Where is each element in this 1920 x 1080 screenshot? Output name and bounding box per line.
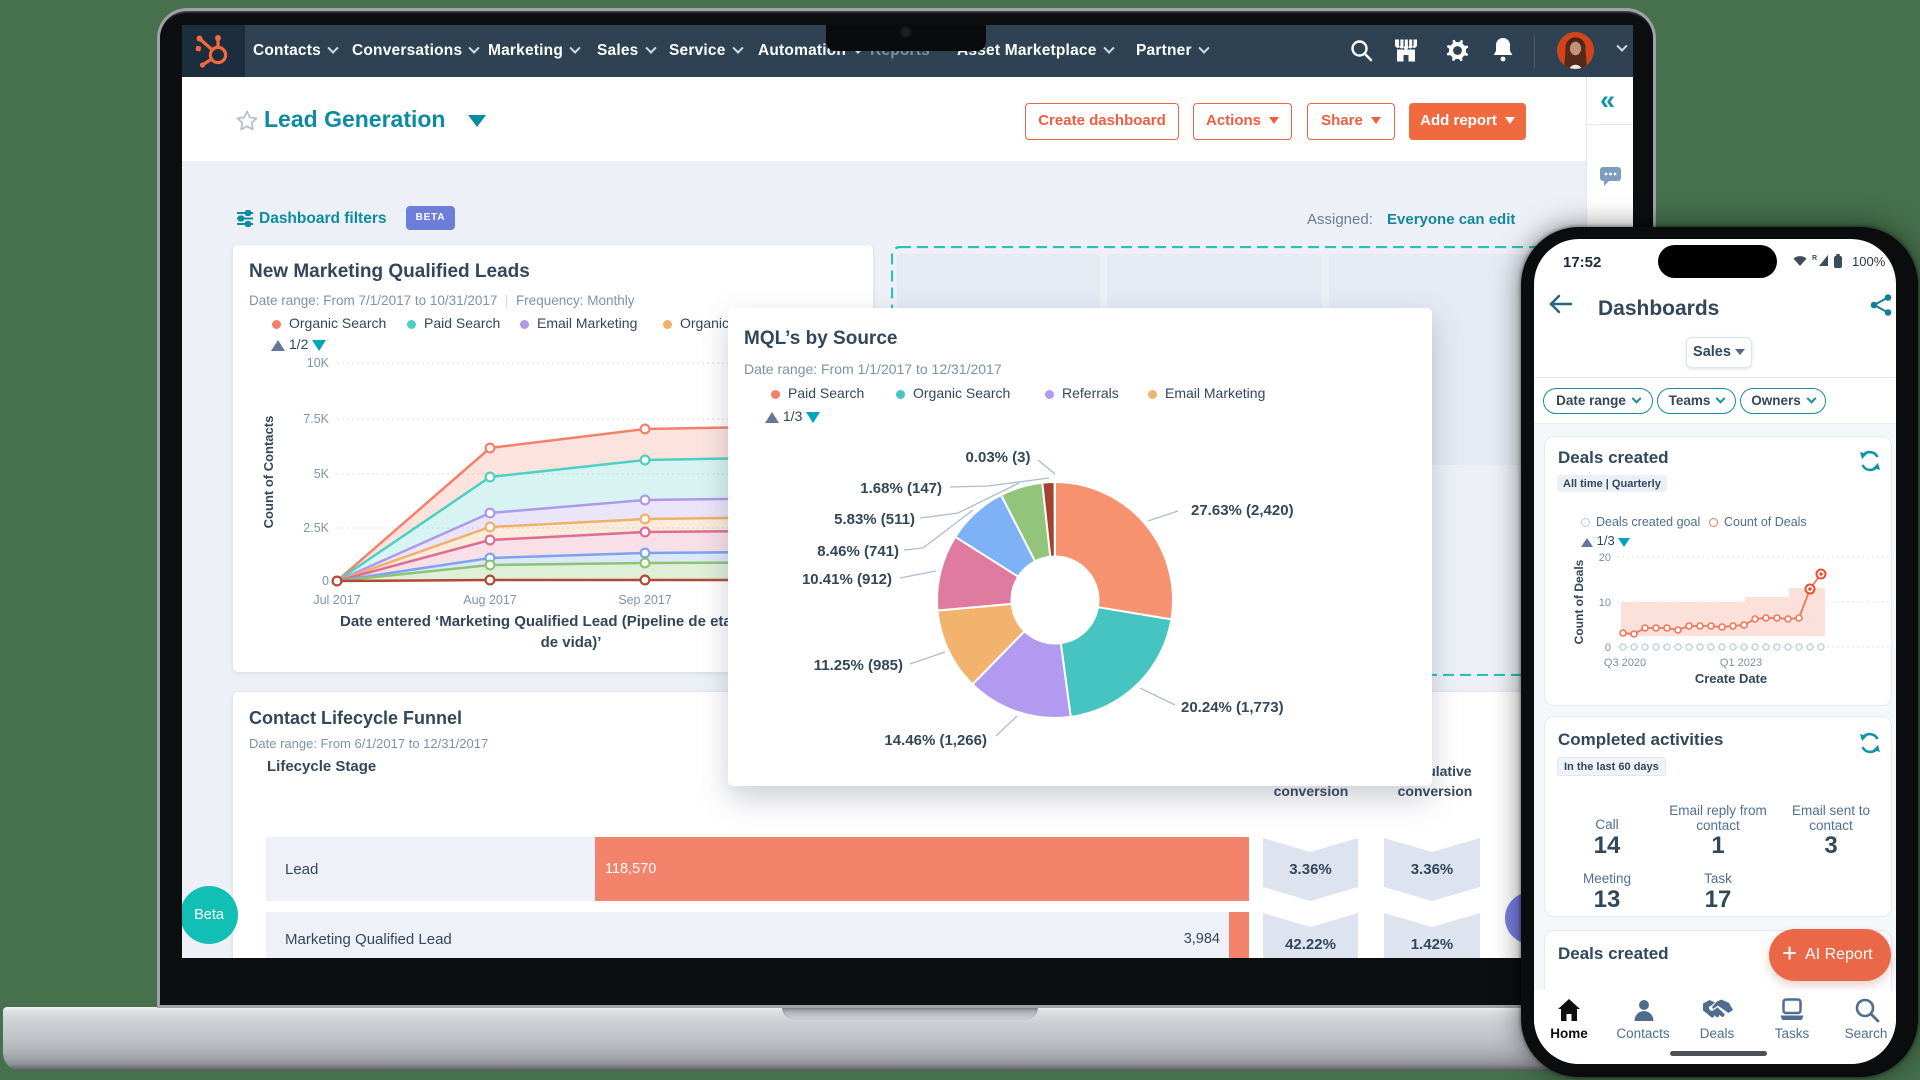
svg-text:10.41% (912): 10.41% (912) (802, 571, 892, 588)
svg-text:Count of Deals: Count of Deals (1572, 559, 1586, 644)
svg-text:5K: 5K (314, 467, 330, 481)
svg-text:R: R (1812, 255, 1817, 262)
svg-text:0: 0 (322, 574, 329, 588)
svg-text:Jul 2017: Jul 2017 (313, 593, 360, 607)
svg-text:8.46% (741): 8.46% (741) (817, 543, 899, 560)
svg-text:14.46% (1,266): 14.46% (1,266) (884, 732, 987, 749)
svg-text:10K: 10K (307, 356, 330, 370)
svg-text:7.5K: 7.5K (303, 412, 329, 426)
svg-text:Create Date: Create Date (1695, 671, 1767, 686)
svg-text:Q1 2023: Q1 2023 (1720, 657, 1762, 669)
svg-text:0: 0 (1605, 642, 1611, 654)
svg-text:2.5K: 2.5K (303, 521, 329, 535)
svg-text:5.83% (511): 5.83% (511) (834, 511, 915, 528)
svg-text:20: 20 (1599, 552, 1611, 564)
svg-text:27.63% (2,420): 27.63% (2,420) (1191, 502, 1294, 519)
svg-text:11.25% (985): 11.25% (985) (814, 657, 903, 674)
svg-text:1.68% (147): 1.68% (147) (860, 480, 942, 497)
svg-text:de vida)’: de vida)’ (541, 634, 602, 651)
svg-text:Date entered ‘Marketing Qualif: Date entered ‘Marketing Qualified Lead (… (340, 613, 814, 630)
svg-text:Sep 2017: Sep 2017 (618, 593, 672, 607)
svg-text:0.03% (3): 0.03% (3) (965, 449, 1030, 466)
svg-text:10: 10 (1599, 597, 1611, 609)
svg-text:Q3 2020: Q3 2020 (1604, 657, 1646, 669)
svg-text:20.24% (1,773): 20.24% (1,773) (1181, 699, 1284, 716)
svg-text:Count of Contacts: Count of Contacts (261, 416, 276, 529)
svg-text:Aug 2017: Aug 2017 (463, 593, 517, 607)
